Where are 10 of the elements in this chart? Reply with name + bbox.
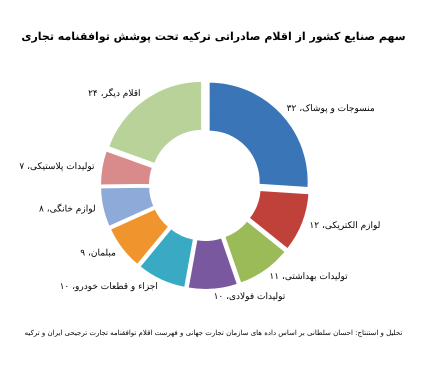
slice-label: لوازم خانگی، ۸ xyxy=(39,202,96,215)
slice-label: تولیدات فولادی، ۱۰ xyxy=(214,292,286,302)
slice-label: مبلمان، ۹ xyxy=(80,248,116,258)
slice-label: تولیدات بهداشتی، ۱۱ xyxy=(269,272,348,282)
slice-label: اجزاء و قطعات خودرو، ۱۰ xyxy=(60,282,158,292)
slice-label: تولیدات پلاستیکی، ۷ xyxy=(19,162,96,172)
slice-label: اقلام دیگر، ۲۴ xyxy=(88,86,141,99)
slice-label: منسوجات و پوشاک، ۳۲ xyxy=(286,104,375,114)
chart-title: سهم صنایع کشور از اقلام صادراتی ترکیه تحت پوشش توافقنامه تجاری xyxy=(21,30,406,43)
slice-label: لوازم الکتریکی، ۱۲ xyxy=(309,220,380,232)
